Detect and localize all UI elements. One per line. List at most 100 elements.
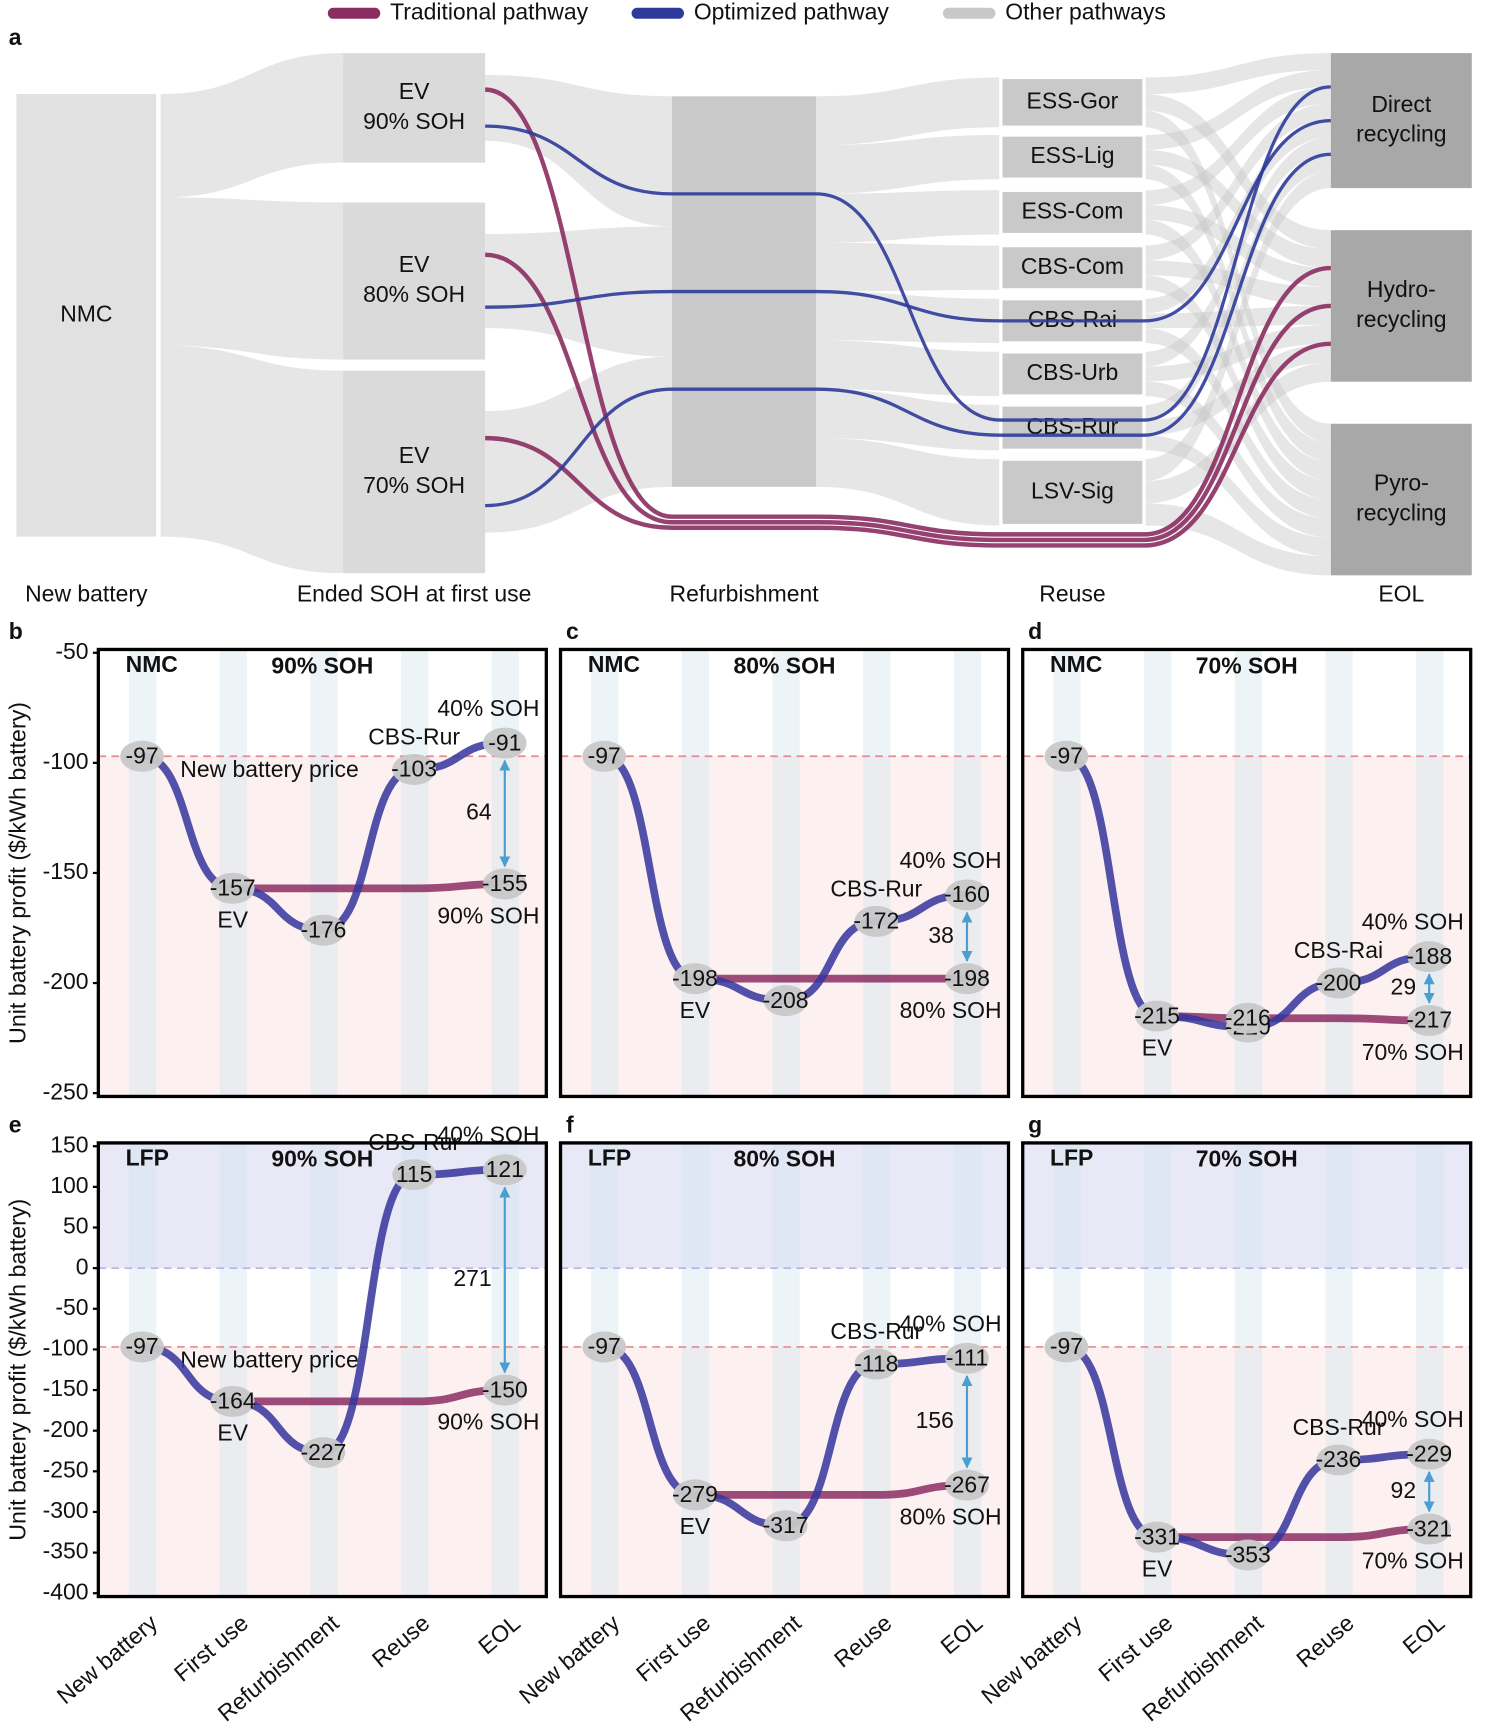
sankey-node [343, 202, 486, 360]
flow-ribbon [160, 53, 344, 198]
sankey-node [999, 457, 1146, 528]
plot-background [560, 649, 1009, 1097]
battery-label: NMC [588, 651, 641, 677]
flow-ribbon [160, 345, 344, 574]
flow-ribbon [485, 226, 672, 357]
legend-label: Optimized pathway [694, 0, 889, 24]
flow-ribbon [1144, 164, 1331, 462]
flow-ribbon [816, 291, 1001, 343]
y-tick-label: -300 [43, 1497, 89, 1523]
reference-label: New battery price [180, 1346, 358, 1372]
x-tick-label: Reuse [1291, 1609, 1358, 1672]
stage-band [1053, 1142, 1081, 1597]
stage-band [219, 1142, 247, 1597]
annotation: EV [1142, 1034, 1173, 1060]
pathway-line [1153, 1525, 1434, 1542]
node-label: recycling [1356, 306, 1446, 332]
sankey-node [999, 133, 1146, 181]
point-label: -164 [210, 1388, 256, 1414]
flow-ribbon [816, 389, 1001, 451]
x-tick-label: First use [631, 1609, 715, 1686]
legend-label: Other pathways [1005, 0, 1166, 24]
point-label: -97 [125, 742, 158, 768]
panel-letter: a [9, 24, 22, 50]
y-tick-label: -400 [43, 1578, 89, 1604]
stage-band [591, 649, 619, 1097]
flow-ribbon [1144, 362, 1331, 504]
node-label: 90% SOH [363, 108, 465, 134]
flow-ribbon [816, 77, 1001, 146]
point-marker [582, 1331, 627, 1363]
annotation: EV [1142, 1555, 1173, 1581]
x-tick-label: EOL [935, 1609, 987, 1659]
point-marker [1407, 1513, 1452, 1545]
panel-letter: g [1028, 1111, 1042, 1137]
annotation: CBS-Rur [368, 723, 460, 749]
x-tick-label: New battery [514, 1609, 625, 1709]
node-label: LSV-Sig [1031, 477, 1114, 503]
flow-ribbon [160, 197, 344, 360]
y-tick-label: -200 [43, 1416, 89, 1442]
annotation: EV [217, 1420, 248, 1446]
stage-band [1053, 649, 1081, 1097]
sankey-node [1330, 53, 1472, 189]
y-tick-label: -50 [55, 638, 88, 664]
point-label: -279 [672, 1481, 718, 1507]
point-label: 115 [396, 1161, 433, 1187]
point-label: -267 [944, 1471, 990, 1497]
annotation: 40% SOH [900, 847, 1002, 873]
plot-background [1022, 1142, 1471, 1597]
point-label: -216 [1225, 1004, 1271, 1030]
point-marker [1044, 1331, 1089, 1363]
y-tick-label: -250 [43, 1456, 89, 1482]
panel-title: 80% SOH [734, 652, 836, 678]
panel-letter: e [9, 1111, 22, 1137]
point-marker [1135, 1000, 1179, 1032]
battery-label: LFP [1050, 1145, 1093, 1171]
stage-label: Reuse [1039, 580, 1105, 606]
stage-band [128, 649, 157, 1097]
node-label: CBS-Rai [1028, 306, 1117, 332]
point-label: -97 [1050, 742, 1083, 768]
flow-ribbon [1144, 205, 1331, 287]
x-tick-label: First use [169, 1609, 253, 1686]
point-label: -118 [854, 1350, 898, 1376]
shade [1022, 1142, 1471, 1269]
x-tick-label: Reuse [829, 1609, 896, 1672]
stage-band [863, 649, 891, 1097]
point-label: -331 [1134, 1523, 1180, 1549]
plot-frame [96, 1141, 548, 1599]
stage-band [1325, 649, 1353, 1097]
pathway-line [691, 1481, 971, 1499]
plot-frame [558, 647, 1011, 1099]
stage-label: New battery [25, 580, 148, 606]
stage-band [128, 1142, 157, 1597]
node-label: EV [399, 251, 430, 277]
stage-band [1234, 1142, 1263, 1597]
annotation: EV [217, 907, 248, 933]
point-marker [945, 879, 989, 911]
stage-band [401, 1142, 429, 1597]
point-label: -97 [588, 742, 621, 768]
annotation: CBS-Rur [830, 875, 922, 901]
y-tick-label: -350 [43, 1538, 89, 1564]
y-tick-label: 100 [50, 1172, 88, 1198]
flow-ribbon [816, 190, 1001, 243]
panel-title: 90% SOH [271, 1146, 373, 1172]
flow-ribbon [1144, 219, 1331, 481]
pathway-line [1153, 1012, 1434, 1025]
point-label: -188 [1406, 943, 1452, 969]
point-marker [301, 1437, 346, 1469]
pathway [485, 152, 1331, 508]
sankey-node [999, 188, 1146, 237]
point-marker [1135, 1521, 1179, 1553]
point-marker [482, 1374, 527, 1406]
stage-band [591, 1142, 619, 1597]
sankey-node [343, 53, 486, 163]
flow-ribbon [816, 134, 1001, 194]
flow-ribbon [1144, 305, 1331, 329]
battery-label: NMC [1050, 651, 1103, 677]
legend-label: Traditional pathway [390, 0, 588, 24]
sankey-node [999, 350, 1146, 398]
